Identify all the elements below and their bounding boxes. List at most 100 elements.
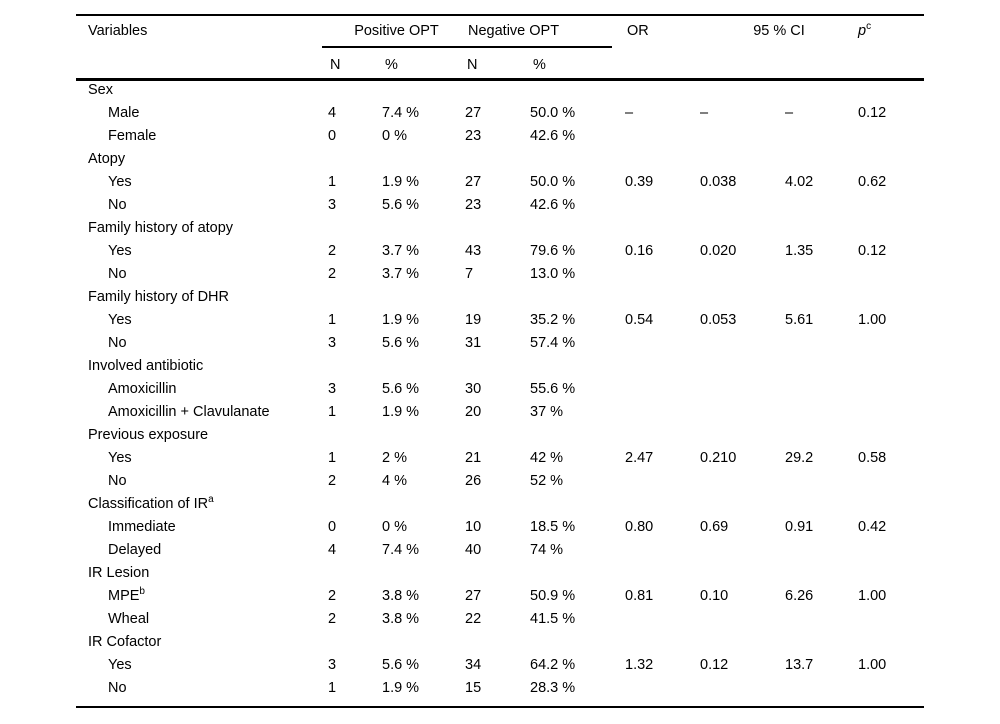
cell-p <box>858 217 924 240</box>
variable-label-text: No <box>108 473 127 489</box>
cell-neg-n: 27 <box>465 588 482 604</box>
cell-neg-pct <box>530 79 625 102</box>
cell-p: 0.58 <box>858 450 887 466</box>
table-group-row: IR Cofactor <box>76 631 924 654</box>
cell-pos-n: 2 <box>328 266 337 282</box>
cell-neg-n <box>465 631 530 654</box>
cell-neg-pct <box>530 631 625 654</box>
variable-label-text: Yes <box>108 174 132 190</box>
cell-or <box>625 631 700 654</box>
cell-neg-n: 22 <box>465 611 482 627</box>
variable-label-text: Family history of DHR <box>88 289 229 305</box>
cell-neg-pct: 41.5 % <box>530 611 576 627</box>
cell-ci-high: 0.91 <box>785 519 814 535</box>
cell-neg-pct: 42 % <box>530 450 564 466</box>
cell-neg-n <box>465 562 530 585</box>
variable-label-text: Family history of atopy <box>88 220 234 236</box>
cell-ci-low <box>700 401 785 424</box>
cell-ci-low <box>700 631 785 654</box>
cell-p <box>858 263 924 286</box>
cell-pos-pct: 7.4 % <box>382 542 420 558</box>
cell-neg-pct: 55.6 % <box>530 381 576 397</box>
cell-pos-n <box>328 79 382 102</box>
cell-neg-n: 15 <box>465 680 482 696</box>
cell-neg-pct <box>530 148 625 171</box>
variable-label: Involved antibiotic <box>76 355 328 378</box>
cell-neg-n: 19 <box>465 312 482 328</box>
table-group-row: Classification of IRa <box>76 493 924 516</box>
cell-pos-pct: 3.8 % <box>382 588 420 604</box>
cell-neg-n: 27 <box>465 174 482 190</box>
variable-label-text: Previous exposure <box>88 427 209 443</box>
cell-ci-low: 0.10 <box>700 588 729 604</box>
cell-ci-high: – <box>785 105 794 121</box>
variable-label: MPEb <box>76 585 328 608</box>
cell-ci-low <box>700 286 785 309</box>
cell-pos-pct <box>382 355 465 378</box>
cell-ci-high: 5.61 <box>785 312 814 328</box>
variable-label-text: Male <box>108 105 140 121</box>
cell-pos-pct: 3.7 % <box>382 243 420 259</box>
cell-ci-high <box>785 470 858 493</box>
cell-ci-low <box>700 194 785 217</box>
cell-or <box>625 125 700 148</box>
cell-neg-n <box>465 79 530 102</box>
variable-label: No <box>76 677 328 700</box>
cell-ci-high <box>785 493 858 516</box>
variable-label: Family history of atopy <box>76 217 328 240</box>
cell-ci-high <box>785 332 858 355</box>
statistics-table: Variables Positive OPT Negative OPT OR 9… <box>76 0 924 724</box>
column-header-p-value: pc <box>858 20 924 42</box>
cell-pos-pct: 1.9 % <box>382 174 420 190</box>
cell-pos-n: 2 <box>328 611 337 627</box>
cell-pos-n: 1 <box>328 450 337 466</box>
cell-or <box>625 148 700 171</box>
cell-pos-n: 4 <box>328 542 337 558</box>
table-subheader-row: N % N % <box>76 54 924 76</box>
cell-ci-high <box>785 286 858 309</box>
table-group-row: IR Lesion <box>76 562 924 585</box>
cell-neg-pct: 64.2 % <box>530 657 576 673</box>
cell-neg-pct: 18.5 % <box>530 519 576 535</box>
variable-label-text: No <box>108 266 127 282</box>
cell-p <box>858 355 924 378</box>
cell-neg-n: 23 <box>465 128 482 144</box>
cell-neg-n: 40 <box>465 542 482 558</box>
cell-or <box>625 263 700 286</box>
cell-neg-n <box>465 217 530 240</box>
cell-or <box>625 401 700 424</box>
cell-p <box>858 493 924 516</box>
cell-neg-n: 34 <box>465 657 482 673</box>
cell-pos-n: 2 <box>328 588 337 604</box>
cell-neg-n <box>465 355 530 378</box>
cell-ci-low <box>700 470 785 493</box>
cell-pos-pct: 3.8 % <box>382 611 420 627</box>
cell-pos-n: 0 <box>328 128 337 144</box>
variable-label: No <box>76 263 328 286</box>
cell-or <box>625 470 700 493</box>
table-data-row: Yes 1 1.9 % 27 50.0 % 0.39 0.038 4.02 0.62 <box>76 171 924 194</box>
cell-pos-pct <box>382 148 465 171</box>
cell-neg-pct: 28.3 % <box>530 680 576 696</box>
cell-ci-high <box>785 355 858 378</box>
cell-ci-low <box>700 125 785 148</box>
variable-label-text: Classification of IR <box>88 496 209 512</box>
cell-neg-pct: 50.0 % <box>530 174 576 190</box>
variable-label-text: Sex <box>88 82 113 98</box>
variable-label: Yes <box>76 240 328 263</box>
table-data-row: MPEb 2 3.8 % 27 50.9 % 0.81 0.10 6.26 1.00 <box>76 585 924 608</box>
cell-ci-low: 0.020 <box>700 243 737 259</box>
variable-label: Yes <box>76 171 328 194</box>
variable-label: Sex <box>76 79 328 102</box>
cell-ci-high <box>785 562 858 585</box>
table-data-row: No 2 4 % 26 52 % <box>76 470 924 493</box>
cell-neg-pct <box>530 562 625 585</box>
cell-ci-high <box>785 378 858 401</box>
variable-label: Yes <box>76 309 328 332</box>
cell-neg-pct <box>530 424 625 447</box>
variable-label: Family history of DHR <box>76 286 328 309</box>
cell-neg-pct <box>530 217 625 240</box>
cell-p <box>858 125 924 148</box>
cell-ci-high <box>785 539 858 562</box>
cell-pos-n: 3 <box>328 381 337 397</box>
